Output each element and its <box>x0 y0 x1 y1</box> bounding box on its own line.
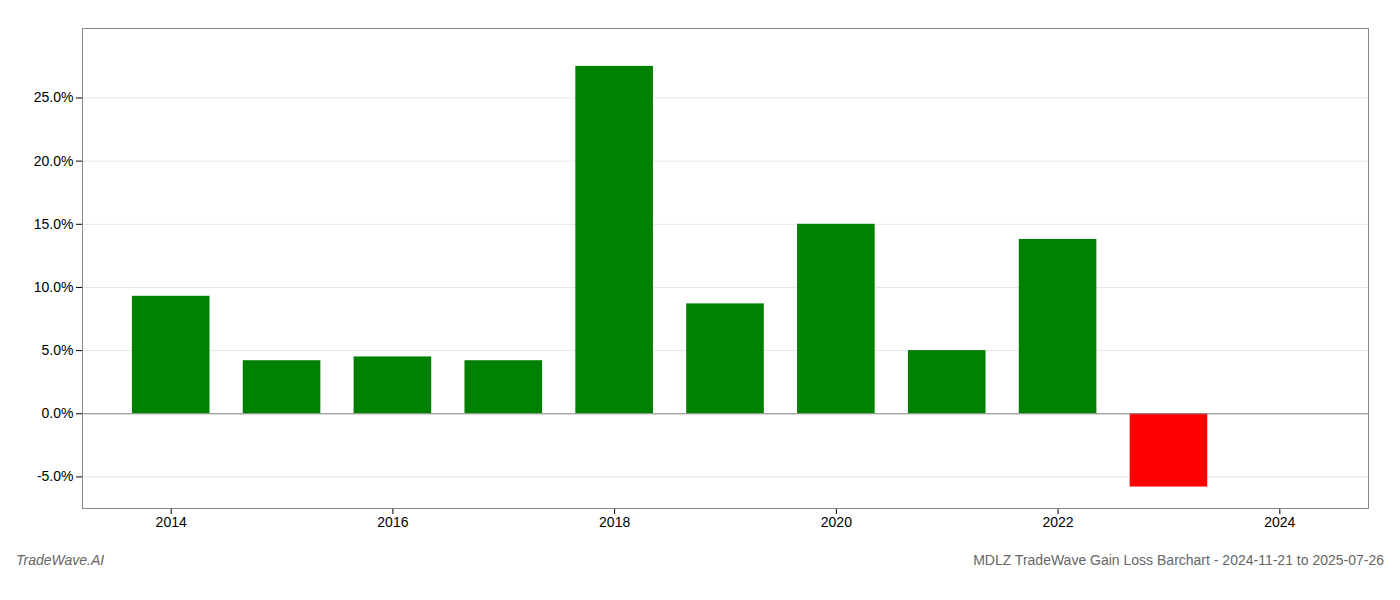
html-text:MDLZ TradeWave Gain Loss Barch: MDLZ TradeWave Gain Loss Barchart - 2024… <box>973 552 1384 568</box>
svg-text:2022: 2022 <box>1043 514 1074 530</box>
svg-text:2020: 2020 <box>821 514 852 530</box>
svg-text:2016: 2016 <box>377 514 408 530</box>
html-text:TradeWave.AI: TradeWave.AI <box>16 552 105 568</box>
svg-text:15.0%: 15.0% <box>34 216 74 232</box>
svg-text:2018: 2018 <box>599 514 630 530</box>
svg-text:25.0%: 25.0% <box>34 89 74 105</box>
svg-text:5.0%: 5.0% <box>42 342 74 358</box>
svg-text:20.0%: 20.0% <box>34 153 74 169</box>
svg-text:-5.0%: -5.0% <box>37 468 74 484</box>
svg-text:2014: 2014 <box>156 514 187 530</box>
svg-text:0.0%: 0.0% <box>42 405 74 421</box>
svg-text:2024: 2024 <box>1264 514 1295 530</box>
svg-text:10.0%: 10.0% <box>34 279 74 295</box>
